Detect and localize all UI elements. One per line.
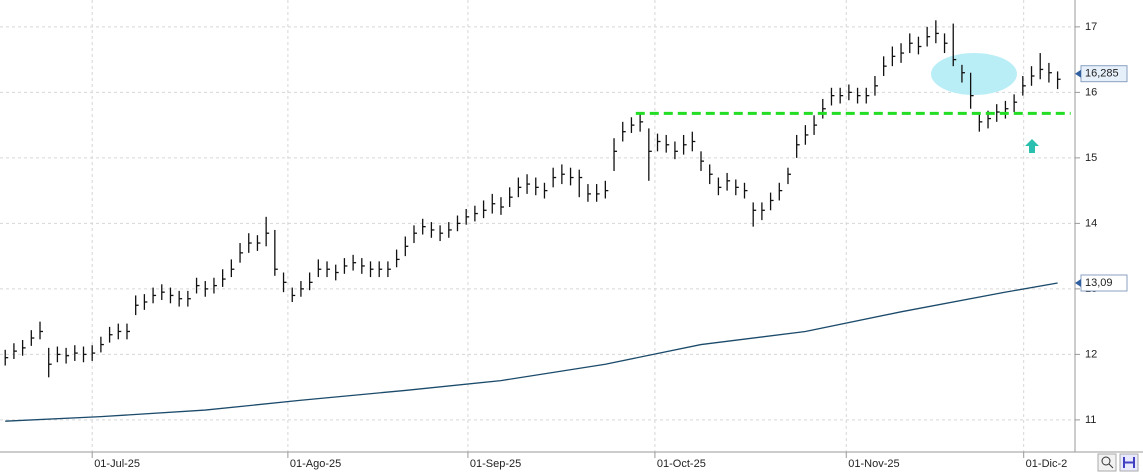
x-tick-label: 01-Dic-2 [1026,458,1068,470]
x-tick-label: 01-Oct-25 [657,458,706,470]
y-tick-label: 15 [1085,152,1097,164]
moving-average-line [5,282,1058,422]
grid [0,0,1075,452]
y-tick-label: 17 [1085,21,1097,33]
arrow-up [1025,139,1039,153]
price-label: 16,285 [1085,68,1119,80]
zoom-button[interactable] [1097,453,1117,472]
h-icon [1123,457,1135,468]
x-tick-label: 01-Nov-25 [848,458,899,470]
price-label-pointer [1075,278,1081,287]
x-tick-label: 01-Jul-25 [94,458,140,470]
zoom-icon [1108,463,1114,469]
y-tick-label: 12 [1085,348,1097,360]
x-tick-label: 01-Sep-25 [470,458,521,470]
zoom-icon [1101,456,1111,466]
price-label: 13,09 [1085,277,1113,289]
y-tick-label: 11 [1085,414,1096,426]
x-tick-label: 01-Ago-25 [290,458,341,470]
y-tick-label: 14 [1085,217,1097,229]
highlight-ellipse [931,53,1017,95]
price-label-pointer [1075,69,1081,78]
y-tick-label: 16 [1085,86,1097,98]
